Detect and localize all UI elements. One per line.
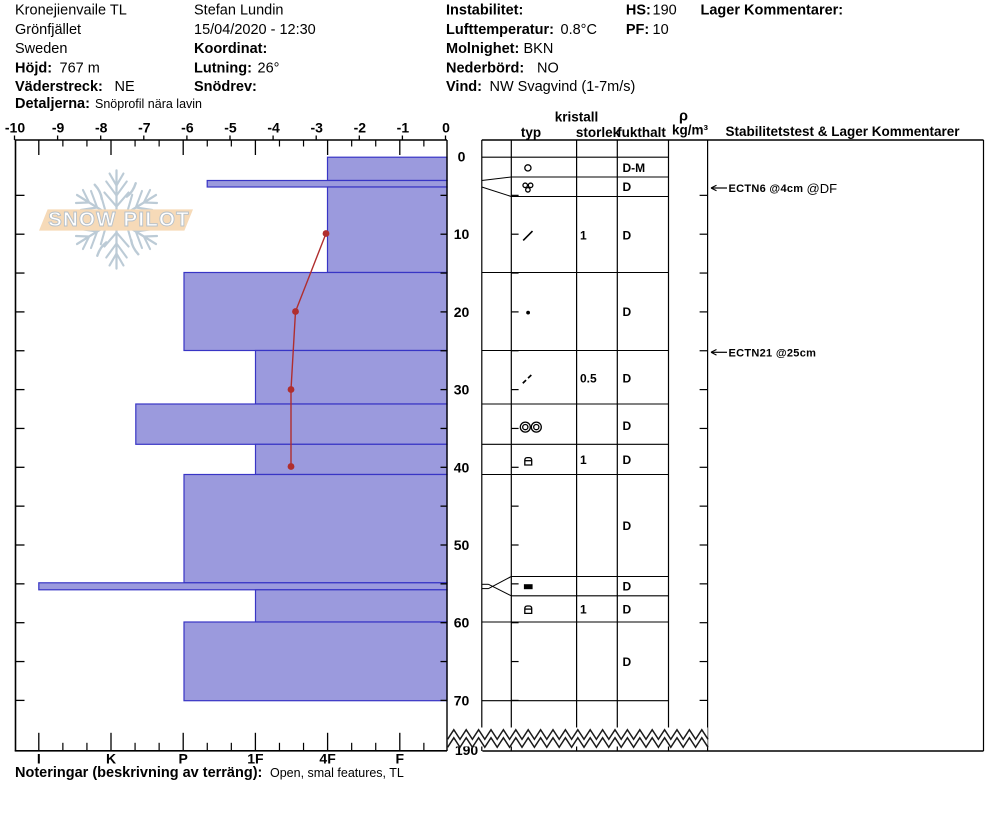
svg-text:0: 0 [458,149,466,165]
svg-text:NW Svagvind (1-7m/s): NW Svagvind (1-7m/s) [490,79,636,95]
svg-text:70: 70 [454,692,470,708]
svg-text:Väderstreck:: Väderstreck: [15,79,103,95]
svg-text:-7: -7 [138,120,151,136]
svg-text:Höjd:: Höjd: [15,60,52,76]
svg-text:60: 60 [454,615,470,631]
svg-text:10: 10 [653,22,669,38]
svg-text:1: 1 [580,228,587,242]
svg-text:Koordinat:: Koordinat: [194,41,267,57]
svg-text:-5: -5 [224,120,237,136]
svg-text:SNOW PILOT: SNOW PILOT [48,208,190,231]
svg-text:D: D [623,579,632,593]
svg-text:-6: -6 [181,120,194,136]
svg-text:1: 1 [580,453,587,467]
svg-text:P: P [179,751,188,767]
svg-text:0: 0 [442,120,450,136]
svg-text:HS:: HS: [626,3,651,19]
svg-text:D: D [623,228,632,242]
svg-text:Nederbörd:: Nederbörd: [446,60,524,76]
svg-text:4F: 4F [319,751,336,767]
svg-text:30: 30 [454,382,470,398]
svg-text:ρ: ρ [679,109,688,125]
svg-text:10: 10 [454,226,470,242]
svg-text:-9: -9 [52,120,65,136]
svg-text:NO: NO [537,60,559,76]
svg-text:50: 50 [454,537,470,553]
svg-text:D: D [623,655,632,669]
svg-text:D: D [623,419,632,433]
svg-text:D: D [623,519,632,533]
svg-text:Molnighet:: Molnighet: [446,41,519,57]
svg-text:15/04/2020 - 12:30: 15/04/2020 - 12:30 [194,22,316,38]
svg-text:Snödrev:: Snödrev: [194,79,257,95]
svg-text:-1: -1 [397,120,410,136]
svg-text:Open, smal features, TL: Open, smal features, TL [270,766,404,780]
svg-text:Snöprofil nära lavin: Snöprofil nära lavin [95,97,202,111]
svg-text:K: K [106,751,116,767]
svg-text:-10: -10 [5,120,25,136]
svg-text:kristall: kristall [555,110,599,125]
svg-text:1: 1 [580,603,587,617]
svg-text:kg/m³: kg/m³ [672,123,709,138]
svg-text:Sweden: Sweden [15,41,67,57]
svg-text:D: D [623,372,632,386]
svg-text:0.8°C: 0.8°C [561,22,597,38]
svg-text:ECTN21 @25cm: ECTN21 @25cm [729,347,817,359]
svg-text:NE: NE [115,79,135,95]
svg-text:D: D [623,305,632,319]
svg-text:I: I [37,751,41,767]
svg-text:D: D [623,603,632,617]
svg-text:D-M: D-M [623,161,646,175]
svg-text:Kronejienvaile TL: Kronejienvaile TL [15,3,127,19]
svg-text:Grönfjället: Grönfjället [15,22,81,38]
svg-text:190: 190 [653,3,677,19]
svg-text:-3: -3 [310,120,323,136]
svg-text:Detaljerna:: Detaljerna: [15,96,90,112]
svg-text:-4: -4 [267,120,280,136]
svg-text:0.5: 0.5 [580,372,597,386]
svg-text:BKN: BKN [524,41,554,57]
svg-text:SNOW PILOT: SNOW PILOT [48,208,190,231]
svg-text:PF:: PF: [626,22,649,38]
svg-text:40: 40 [454,459,470,475]
svg-text:Lager Kommentarer:: Lager Kommentarer: [701,3,844,19]
svg-text:fukthalt: fukthalt [617,125,666,140]
svg-text:typ: typ [521,125,541,140]
svg-text:D: D [623,453,632,467]
svg-text:Lutning:: Lutning: [194,60,252,76]
svg-text:Lufttemperatur:: Lufttemperatur: [446,22,554,38]
svg-text:ECTN6 @4cm: ECTN6 @4cm [729,183,804,195]
svg-text:storlek: storlek [576,125,621,140]
svg-text:F: F [396,751,405,767]
svg-text:-8: -8 [95,120,108,136]
svg-text:767 m: 767 m [60,60,100,76]
svg-text:20: 20 [454,304,470,320]
svg-text:Noteringar (beskrivning av ter: Noteringar (beskrivning av terräng): [15,765,262,781]
svg-text:Stefan Lundin: Stefan Lundin [194,3,284,19]
svg-text:26°: 26° [258,60,280,76]
svg-text:@DF: @DF [807,181,838,196]
svg-text:Stabilitetstest & Lager Kommen: Stabilitetstest & Lager Kommentarer [725,124,960,139]
svg-text:1F: 1F [247,751,264,767]
svg-text:Instabilitet:: Instabilitet: [446,3,523,19]
svg-text:-2: -2 [354,120,367,136]
svg-text:Vind:: Vind: [446,79,482,95]
svg-text:D: D [623,180,632,194]
